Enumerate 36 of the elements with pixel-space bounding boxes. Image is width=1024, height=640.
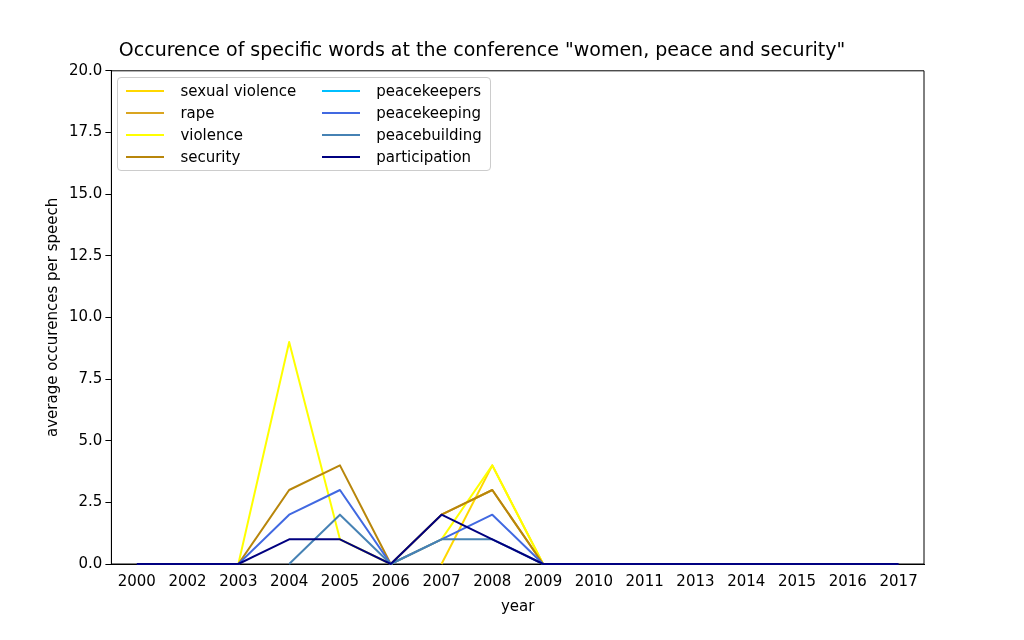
legend-label: security (180, 147, 241, 166)
chart-title: Occurence of specific words at the conference "women, peace and security" (118, 38, 846, 61)
y-tick-label: 0.0 (78, 553, 103, 572)
y-tick-label: 17.5 (68, 122, 103, 141)
x-tick-label: 2006 (371, 571, 410, 590)
x-axis-title: year (500, 596, 536, 615)
x-tick-label: 2011 (625, 571, 664, 590)
legend-label: violence (180, 125, 243, 144)
x-tick-label: 2008 (473, 571, 512, 590)
legend-label: peacekeepers (376, 81, 482, 100)
legend-label: participation (376, 147, 472, 166)
y-tick-label: 10.0 (68, 307, 103, 326)
x-tick-label: 2017 (879, 571, 918, 590)
y-tick-label: 7.5 (78, 368, 103, 387)
y-tick-label: 2.5 (78, 492, 103, 511)
legend-label: sexual violence (180, 81, 297, 100)
y-tick-label: 5.0 (78, 430, 103, 449)
x-tick-label: 2000 (117, 571, 156, 590)
y-tick-label: 12.5 (68, 245, 103, 264)
legend-label: rape (180, 103, 215, 122)
x-tick-label: 2005 (320, 571, 360, 590)
legend-label: peacebuilding (376, 125, 482, 144)
y-tick-label: 15.0 (68, 183, 103, 202)
x-tick-label: 2014 (727, 571, 766, 590)
x-tick-label: 2004 (270, 571, 309, 590)
y-axis-title: average occurences per speech (42, 197, 61, 438)
x-tick-label: 2015 (777, 571, 817, 590)
x-tick-label: 2010 (574, 571, 613, 590)
x-tick-label: 2009 (524, 571, 563, 590)
x-tick-label: 2007 (422, 571, 461, 590)
x-tick-label: 2016 (828, 571, 867, 590)
y-tick-label: 20.0 (68, 60, 103, 79)
x-tick-label: 2002 (168, 571, 207, 590)
x-tick-label: 2003 (219, 571, 258, 590)
legend-label: peacekeeping (376, 103, 482, 122)
x-tick-label: 2013 (676, 571, 715, 590)
